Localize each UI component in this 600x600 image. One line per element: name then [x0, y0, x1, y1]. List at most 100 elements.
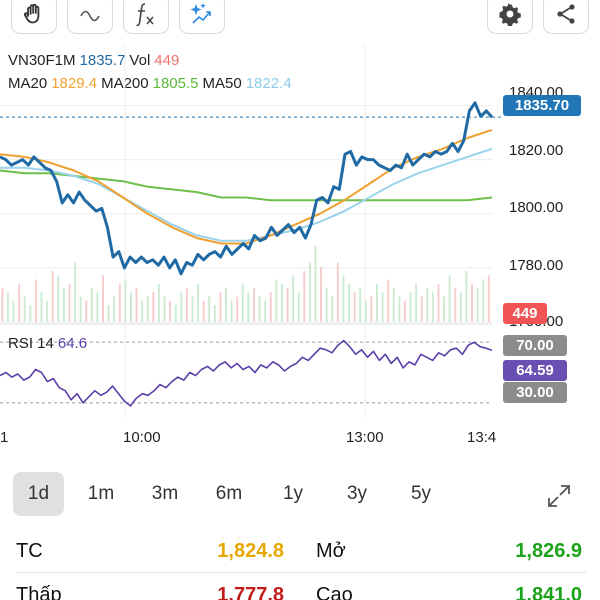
volume-bar: [18, 283, 21, 322]
volume-bar: [308, 262, 311, 322]
volume-bar: [34, 279, 37, 322]
volume-bar: [213, 305, 216, 322]
expand-icon[interactable]: [545, 482, 573, 510]
volume-bar: [40, 292, 43, 322]
volume-bar: [113, 296, 116, 322]
timeframe-3y[interactable]: 3y: [346, 483, 368, 504]
timeframe-selector: 1d 1m 3m 6m 1y 3y 5y: [0, 470, 600, 518]
volume-bar: [314, 245, 317, 322]
volume-bar: [185, 288, 188, 322]
function-icon: [136, 3, 154, 27]
rsi-legend: RSI 14 64.6: [8, 335, 91, 352]
high-value: 1,841.0: [515, 584, 582, 600]
rsi-value: 64.6: [57, 335, 88, 352]
low-label: Thấp: [16, 584, 62, 600]
volume-bar: [180, 292, 183, 322]
volume-bar: [303, 271, 306, 322]
timeframe-6m[interactable]: 6m: [215, 483, 243, 504]
volume-bar: [454, 288, 457, 322]
line-tool-button[interactable]: [67, 0, 113, 34]
volume-bar: [68, 283, 71, 322]
volume-bar: [135, 288, 138, 322]
price-legend: VN30F1M 1835.7 Vol 449: [8, 52, 183, 69]
legend-vol-value: 449: [154, 52, 180, 69]
volume-bar: [443, 296, 446, 322]
volume-bar: [23, 296, 26, 322]
volume-bar: [381, 292, 384, 322]
open-value: 1,826.9: [515, 540, 582, 562]
current-price-tag: 1835.70: [503, 95, 581, 116]
volume-bar: [29, 305, 32, 322]
ma20-line: [0, 128, 493, 245]
volume-bar: [437, 283, 440, 322]
volume-bar: [247, 292, 250, 322]
volume-bar: [230, 300, 233, 322]
volume-bar: [62, 288, 65, 322]
rsi-line: [0, 339, 493, 407]
volume-bar: [79, 296, 82, 322]
volume-bar: [124, 279, 127, 322]
volume-bar: [465, 271, 468, 322]
volume-bar: [202, 300, 205, 322]
volume-bar: [85, 300, 88, 322]
timeframe-3m[interactable]: 3m: [151, 483, 179, 504]
volume-bar: [6, 292, 9, 322]
volume-bar: [74, 262, 77, 322]
ai-pattern-button[interactable]: [179, 0, 225, 34]
volume-bar: [348, 283, 350, 322]
rsi-label: RSI 14: [8, 335, 54, 352]
line-tool-icon: [80, 10, 100, 22]
timeframe-1y[interactable]: 1y: [282, 483, 304, 504]
volume-bar: [398, 296, 401, 322]
ma20-value: 1829.4: [51, 75, 98, 92]
volume-bar: [359, 288, 362, 322]
volume-bar: [431, 292, 434, 322]
time-axis-label: 10:00: [123, 429, 161, 446]
stats-divider: [16, 572, 586, 573]
hand-tool-button[interactable]: [11, 0, 57, 34]
price-axis-label: 1820.00: [509, 142, 564, 159]
volume-bar: [471, 283, 473, 322]
price-line: [0, 101, 494, 276]
volume-bar: [102, 275, 104, 322]
volume-bar: [448, 275, 451, 322]
stats-row-2: Thấp 1,777.8 Cao 1,841.0: [0, 584, 600, 600]
volume-bar: [191, 296, 194, 322]
volume-bar: [163, 296, 166, 322]
legend-price: 1835.7: [79, 52, 126, 69]
volume-bar: [320, 266, 323, 322]
indicator-button[interactable]: [123, 0, 169, 34]
time-axis-label: 13:4: [467, 429, 497, 446]
rsi-lower-tag: 30.00: [503, 382, 567, 403]
volume-bar: [275, 279, 278, 322]
volume-bar: [415, 283, 418, 322]
volume-bar: [387, 279, 390, 322]
price-axis-label: 1780.00: [509, 257, 564, 274]
volume-bar: [225, 288, 227, 322]
volume-bar: [364, 300, 367, 322]
volume-bar: [46, 300, 49, 322]
hand-icon: [23, 3, 40, 24]
volume-bar: [141, 300, 144, 322]
volume-bar: [236, 296, 239, 322]
volume-bar: [197, 283, 200, 322]
chart-toolbar: [0, 0, 600, 38]
volume-bar: [325, 288, 328, 322]
time-axis-label: 1: [0, 429, 9, 446]
volume-bar: [286, 288, 289, 322]
symbol-label: VN30F1M: [8, 52, 76, 69]
volume-bar: [96, 292, 99, 322]
volume-bar: [152, 292, 155, 322]
timeframe-1d[interactable]: 1d: [13, 472, 64, 516]
volume-bar: [90, 288, 93, 322]
share-button[interactable]: [543, 0, 589, 34]
settings-button[interactable]: [487, 0, 533, 34]
price-chart[interactable]: [0, 40, 600, 450]
volume-bar: [280, 283, 283, 322]
ma50-label: MA50: [202, 75, 242, 92]
timeframe-5y[interactable]: 5y: [410, 483, 432, 504]
volume-bar: [129, 292, 132, 322]
rsi-upper-tag: 70.00: [503, 335, 567, 356]
volume-bar: [169, 300, 172, 322]
timeframe-1m[interactable]: 1m: [87, 483, 115, 504]
